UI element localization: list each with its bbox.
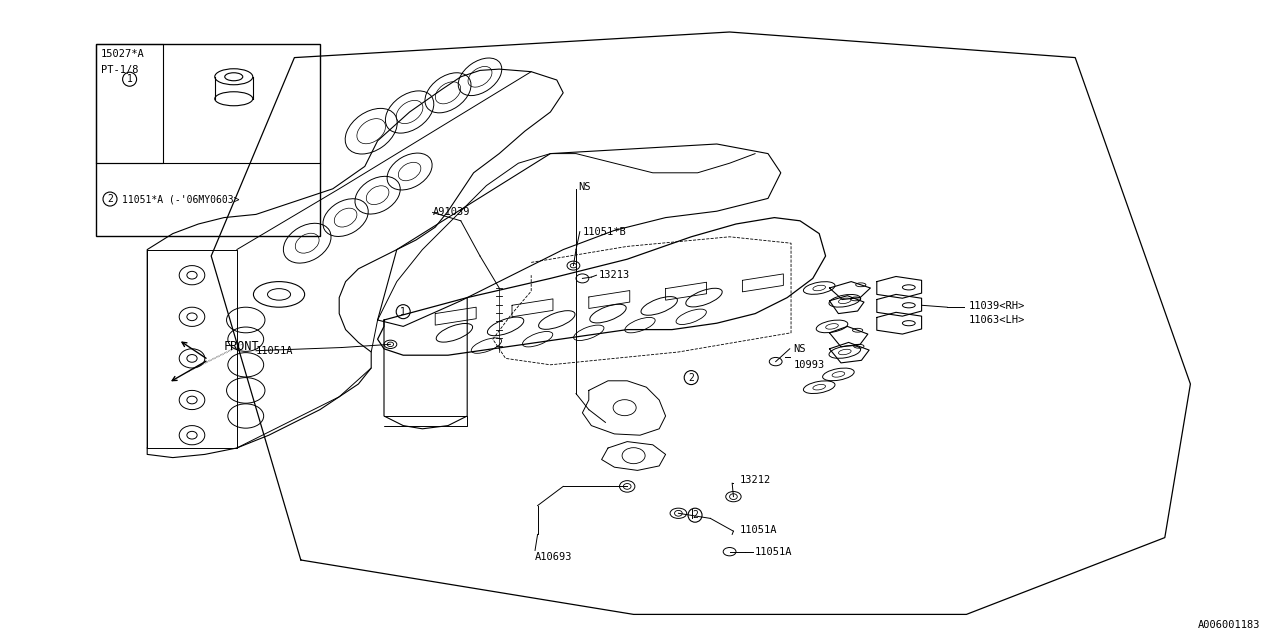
Text: A91039: A91039 xyxy=(433,207,470,218)
Text: 11063<LH>: 11063<LH> xyxy=(969,315,1025,325)
Text: 11051*B: 11051*B xyxy=(582,227,626,237)
Text: 11051A: 11051A xyxy=(755,547,792,557)
Bar xyxy=(96,44,320,236)
Text: PT-1/8: PT-1/8 xyxy=(101,65,138,74)
Bar xyxy=(96,44,164,163)
Text: A10693: A10693 xyxy=(535,552,572,562)
Text: 2: 2 xyxy=(692,510,698,520)
Text: 13213: 13213 xyxy=(599,270,630,280)
Text: 13212: 13212 xyxy=(740,475,771,485)
Text: 2: 2 xyxy=(689,372,694,383)
Text: 10993: 10993 xyxy=(794,360,824,370)
Text: 11051*A (-'06MY0603>: 11051*A (-'06MY0603> xyxy=(122,194,239,204)
Text: 2: 2 xyxy=(108,194,113,204)
Text: 15027*A: 15027*A xyxy=(101,49,145,58)
Text: 11051A: 11051A xyxy=(740,525,777,535)
Text: 11051A: 11051A xyxy=(256,346,293,356)
Text: NS: NS xyxy=(579,182,591,192)
Text: 11039<RH>: 11039<RH> xyxy=(969,301,1025,311)
Text: 1: 1 xyxy=(401,307,406,317)
Text: FRONT: FRONT xyxy=(224,340,259,353)
Text: 1: 1 xyxy=(127,74,133,84)
Text: A006001183: A006001183 xyxy=(1198,620,1260,630)
Text: NS: NS xyxy=(794,344,806,354)
